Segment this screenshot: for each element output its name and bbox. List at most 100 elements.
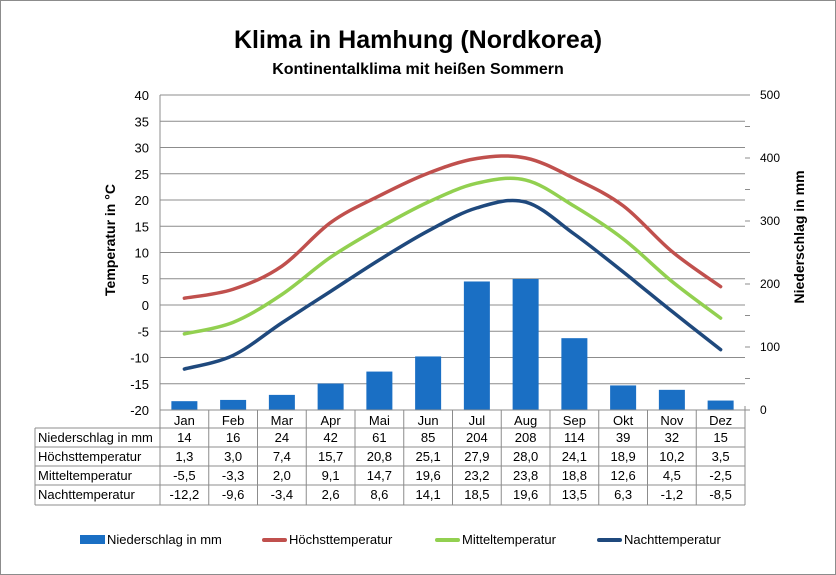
table-row-hoechsttemperatur-cell: 3,5: [712, 449, 730, 464]
legend-swatch-line-icon: [597, 537, 622, 542]
table-row-nachttemperatur-cell: -3,4: [271, 487, 293, 502]
chart-subtitle: Kontinentalklima mit heißen Sommern: [272, 61, 564, 78]
bar-niederschlag: [366, 371, 393, 410]
table-row-nachttemperatur-cell: -1,2: [661, 487, 683, 502]
table-row-mitteltemperatur-cell: 2,0: [273, 468, 291, 483]
bar-niederschlag: [317, 383, 344, 410]
table-row-nachttemperatur-cell: 13,5: [562, 487, 587, 502]
x-tick-label: Dez: [709, 413, 732, 428]
table-row-nachttemperatur-cell: 14,1: [415, 487, 440, 502]
legend-item-hoechsttemperatur: Höchsttemperatur: [262, 532, 392, 547]
bar-niederschlag: [658, 389, 685, 410]
table-row-niederschlag-cell: 24: [275, 430, 289, 445]
table-row-mitteltemperatur-cell: 4,5: [663, 468, 681, 483]
table-row-niederschlag-cell: 42: [323, 430, 337, 445]
y-tick-left: -10: [130, 351, 149, 366]
legend-item-nachttemperatur: Nachttemperatur: [597, 532, 721, 547]
table-row-nachttemperatur-cell: -8,5: [709, 487, 731, 502]
table-row-nachttemperatur-cell: 8,6: [370, 487, 388, 502]
table-row-niederschlag-cell: 208: [515, 430, 537, 445]
legend-swatch-line-icon: [435, 537, 460, 542]
y-tick-right: 300: [760, 214, 780, 228]
line-mitteltemperatur: [182, 176, 723, 336]
table-row-hoechsttemperatur-cell: 1,3: [175, 449, 193, 464]
table-row-niederschlag-cell: 14: [177, 430, 191, 445]
y-tick-right: 200: [760, 277, 780, 291]
bar-niederschlag: [561, 338, 588, 410]
table-row-niederschlag-cell: 61: [372, 430, 386, 445]
y-tick-left: 30: [135, 141, 149, 156]
x-tick-label: Feb: [222, 413, 244, 428]
table-row-mitteltemperatur-cell: 19,6: [415, 468, 440, 483]
y-tick-left: 20: [135, 193, 149, 208]
y-tick-left: 5: [142, 272, 149, 287]
table-row-nachttemperatur-cell: -9,6: [222, 487, 244, 502]
table-row-mitteltemperatur-cell: 18,8: [562, 468, 587, 483]
line-nachttemperatur: [182, 198, 723, 371]
table-row-hoechsttemperatur-cell: 28,0: [513, 449, 538, 464]
x-tick-label: Jun: [418, 413, 439, 428]
table-row-niederschlag-cell: 15: [713, 430, 727, 445]
y-tick-left: -20: [130, 403, 149, 418]
table-row-niederschlag-label: Niederschlag in mm: [38, 430, 153, 445]
x-tick-label: Jan: [174, 413, 195, 428]
table-row-niederschlag-cell: 16: [226, 430, 240, 445]
y-tick-left: -5: [137, 324, 149, 339]
x-tick-label: Aug: [514, 413, 537, 428]
bar-niederschlag: [171, 401, 198, 410]
table-row-nachttemperatur-cell: 18,5: [464, 487, 489, 502]
table-row-nachttemperatur-cell: 2,6: [322, 487, 340, 502]
table-row-nachttemperatur-cell: 19,6: [513, 487, 538, 502]
table-row-niederschlag-cell: 204: [466, 430, 488, 445]
x-tick-label: Mai: [369, 413, 390, 428]
y-tick-right: 500: [760, 88, 780, 102]
bar-niederschlag: [463, 281, 490, 410]
y-tick-left: 0: [142, 298, 149, 313]
table-row-hoechsttemperatur-cell: 3,0: [224, 449, 242, 464]
y-tick-right: 400: [760, 151, 780, 165]
y-tick-left: 25: [135, 167, 149, 182]
table-row-niederschlag-cell: 32: [665, 430, 679, 445]
table-row-hoechsttemperatur-cell: 10,2: [659, 449, 684, 464]
table-row-mitteltemperatur-cell: 12,6: [610, 468, 635, 483]
table-row-nachttemperatur-label: Nachttemperatur: [38, 487, 135, 502]
table-row-niederschlag-cell: 114: [564, 430, 585, 445]
bar-niederschlag: [610, 385, 637, 410]
y-tick-right: 0: [760, 403, 767, 417]
y-tick-left: 10: [135, 246, 149, 261]
table-row-mitteltemperatur-cell: -3,3: [222, 468, 244, 483]
table-row-hoechsttemperatur-cell: 15,7: [318, 449, 343, 464]
y-tick-left: 40: [135, 88, 149, 103]
x-tick-label: Mar: [271, 413, 294, 428]
table-row-mitteltemperatur-cell: -5,5: [173, 468, 195, 483]
table-row-mitteltemperatur-cell: 23,2: [464, 468, 489, 483]
x-tick-label: Jul: [469, 413, 486, 428]
y-axis-title-right: Niederschlag in mm: [791, 170, 807, 303]
y-tick-left: 35: [135, 114, 149, 129]
legend-label: Niederschlag in mm: [107, 532, 222, 547]
table-row-mitteltemperatur-cell: 9,1: [322, 468, 340, 483]
y-tick-left: 15: [135, 219, 149, 234]
table-row-hoechsttemperatur-cell: 25,1: [415, 449, 440, 464]
x-tick-label: Apr: [321, 413, 342, 428]
legend-item-mitteltemperatur: Mitteltemperatur: [435, 532, 556, 547]
table-row-hoechsttemperatur-label: Höchsttemperatur: [38, 449, 142, 464]
table-row-nachttemperatur-cell: 6,3: [614, 487, 632, 502]
x-tick-label: Nov: [660, 413, 684, 428]
y-axis-title-left: Temperatur in °C: [102, 184, 118, 296]
table-row-niederschlag-cell: 39: [616, 430, 630, 445]
table-row-mitteltemperatur-cell: 14,7: [367, 468, 392, 483]
x-tick-label: Okt: [613, 413, 634, 428]
legend-label: Nachttemperatur: [624, 532, 721, 547]
y-tick-left: -15: [130, 377, 149, 392]
table-row-hoechsttemperatur-cell: 24,1: [562, 449, 587, 464]
table-row-nachttemperatur-cell: -12,2: [170, 487, 200, 502]
bar-niederschlag: [707, 400, 734, 410]
y-tick-right: 100: [760, 340, 780, 354]
table-row-hoechsttemperatur-cell: 18,9: [610, 449, 635, 464]
table-row-mitteltemperatur-cell: -2,5: [709, 468, 731, 483]
bar-niederschlag: [512, 278, 539, 410]
legend-label: Höchsttemperatur: [289, 532, 393, 547]
bar-niederschlag: [268, 394, 295, 410]
